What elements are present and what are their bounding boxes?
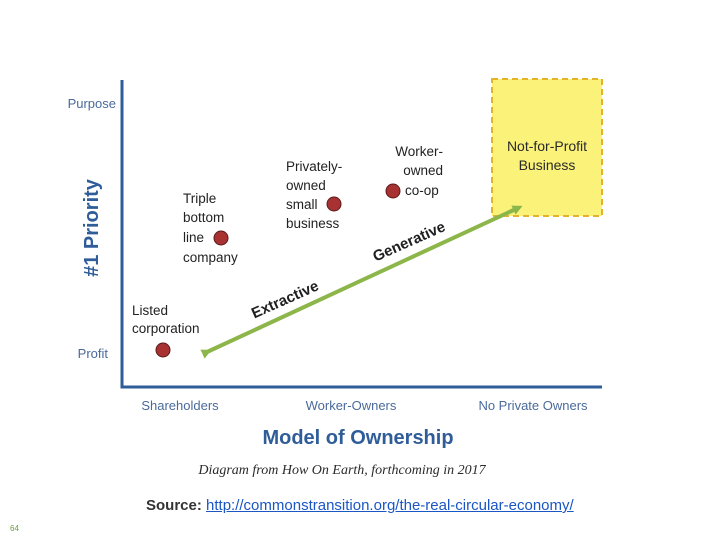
triple-bottom-line-label-line2: bottom <box>183 210 224 225</box>
source-link[interactable]: http://commonstransition.org/the-real-ci… <box>206 497 574 514</box>
triple-bottom-line-dot <box>213 230 229 246</box>
diagram-caption: Diagram from How On Earth, forthcoming i… <box>197 463 486 478</box>
x-tick-worker-owners: Worker-Owners <box>306 398 397 413</box>
nonprofit-box <box>491 78 603 217</box>
worker-coop-label-line2: owned <box>403 163 443 178</box>
private-business-label-line4: business <box>286 216 340 231</box>
listed-corporation-label-line2: corporation <box>132 321 200 336</box>
private-business-label-line2: owned <box>286 178 326 193</box>
y-tick-purpose: Purpose <box>68 96 116 111</box>
extractive-generative-arrow <box>200 205 523 359</box>
source-label: Source: <box>146 497 202 514</box>
worker-coop-dot <box>385 183 401 199</box>
triple-bottom-line-label-line4: company <box>183 250 238 265</box>
triple-bottom-line-label-line3: line <box>183 230 204 245</box>
triple-bottom-line-label-line1: Triple <box>183 191 216 206</box>
private-business-label-line3: small <box>286 197 318 212</box>
x-tick-no-private-owners: No Private Owners <box>478 398 588 413</box>
nonprofit-label-line1: Not-for-Profit <box>507 138 587 154</box>
x-axis-title: Model of Ownership <box>262 427 453 449</box>
page-number: 64 <box>10 524 19 533</box>
y-tick-profit: Profit <box>78 346 109 361</box>
private-business-dot <box>326 196 342 212</box>
y-axis-title: #1 Priority <box>81 178 103 277</box>
listed-corporation-dot <box>155 342 171 358</box>
private-business-label-line1: Privately- <box>286 159 342 174</box>
worker-coop-label-line3: co-op <box>405 183 439 198</box>
source-line: Source: http://commonstransition.org/the… <box>146 497 574 514</box>
x-tick-shareholders: Shareholders <box>141 398 219 413</box>
listed-corporation-label-line1: Listed <box>132 303 168 318</box>
nonprofit-label-line2: Business <box>519 157 576 173</box>
worker-coop-label-line1: Worker- <box>395 144 443 159</box>
